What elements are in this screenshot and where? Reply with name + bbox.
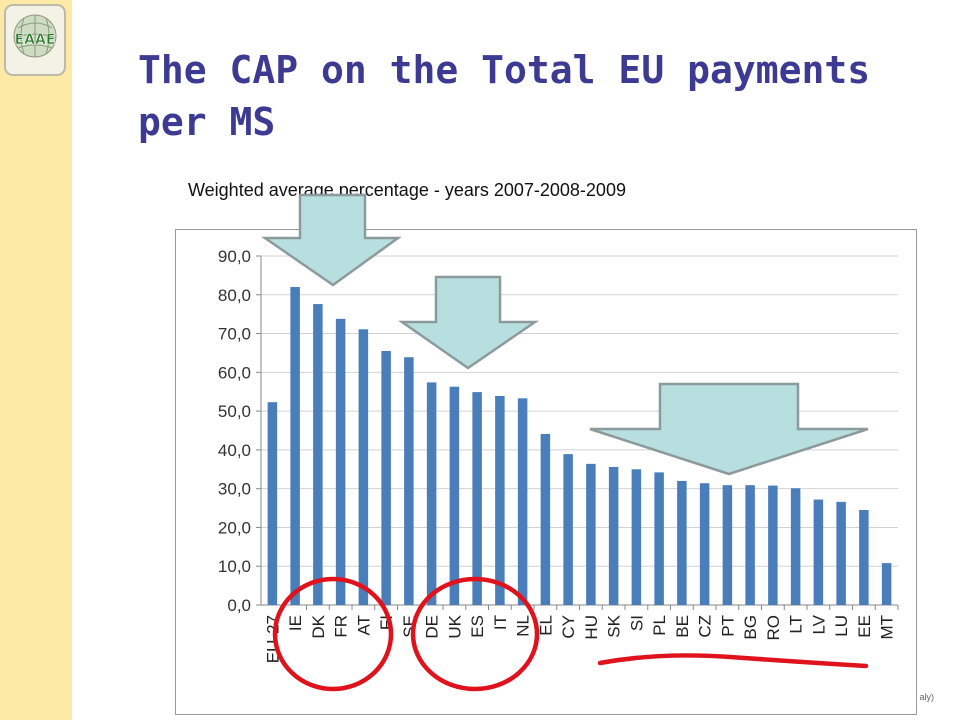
y-tick-label: 10,0 — [218, 557, 251, 576]
footnote: aly) — [919, 692, 934, 702]
x-tick-label: NL — [514, 615, 533, 637]
y-tick-label: 40,0 — [218, 441, 251, 460]
x-tick-label: SK — [605, 614, 624, 637]
bar-it — [495, 395, 505, 605]
x-tick-label: FR — [332, 615, 351, 638]
y-tick-label: 30,0 — [218, 480, 251, 499]
y-tick-label: 90,0 — [218, 247, 251, 266]
bar-si — [631, 469, 642, 605]
bar-pl — [654, 472, 664, 605]
x-tick-label: CZ — [696, 615, 715, 638]
bar-bg — [745, 485, 755, 605]
bar-chart: 0,0 10,0 20,0 30,0 40,0 50,0 60,0 70,0 80,0 90,0 E… — [218, 247, 899, 663]
bar-uk — [449, 386, 460, 605]
bar-fr — [335, 318, 346, 605]
x-tick-label: DE — [423, 615, 442, 639]
x-tick-label: LV — [809, 614, 828, 634]
bar-cy — [563, 454, 573, 605]
bar-nl — [517, 398, 528, 605]
bar-mt — [881, 563, 892, 605]
x-tick-label: CY — [559, 615, 578, 639]
x-tick-label: EL — [536, 615, 555, 636]
x-tick-label: SI — [627, 615, 646, 631]
sidebar: EAAE agriregionieuropa — [0, 0, 72, 720]
y-tick-label: 80,0 — [218, 286, 251, 305]
bar-eu-27 — [267, 402, 278, 605]
x-tick-label: LT — [787, 615, 806, 634]
x-tick-label: PL — [650, 615, 669, 636]
bar-lt — [790, 488, 801, 605]
x-tick-label: EE — [855, 615, 874, 638]
x-tick-label: SE — [400, 615, 419, 638]
x-tick-label: HU — [582, 615, 601, 640]
page-title: The CAP on the Total EU payments per MS — [138, 48, 871, 144]
bar-at — [358, 329, 369, 605]
bar-lu — [836, 501, 846, 605]
x-tick-label: BG — [741, 615, 760, 640]
y-tick-label: 20,0 — [218, 518, 251, 537]
x-tick-label: DK — [309, 614, 328, 638]
bar-ro — [768, 485, 778, 605]
bar-se — [404, 357, 414, 605]
x-tick-label: ES — [468, 615, 487, 638]
x-tick-label: EU-27 — [263, 615, 282, 663]
bar-hu — [586, 463, 596, 605]
chart-subtitle: Weighted average percentage - years 2007… — [188, 180, 626, 200]
bar-sk — [608, 466, 619, 605]
x-tick-label: UK — [445, 614, 464, 638]
bar-cz — [699, 483, 710, 605]
x-tick-label: AT — [354, 615, 373, 635]
y-tick-label: 60,0 — [218, 363, 251, 382]
bar-lv — [813, 499, 824, 605]
x-tick-label: LU — [832, 615, 851, 637]
bar-ie — [290, 287, 300, 605]
y-tick-label: 50,0 — [218, 402, 251, 421]
x-tick-label: RO — [764, 615, 783, 641]
bar-dk — [313, 304, 323, 605]
bar-ee — [859, 509, 869, 605]
x-tick-label: IE — [286, 615, 305, 631]
y-tick-label: 0,0 — [227, 596, 251, 615]
bar-be — [677, 480, 687, 605]
y-tick-label: 70,0 — [218, 325, 251, 344]
bar-pt — [722, 485, 733, 605]
x-tick-label: MT — [878, 615, 897, 640]
bar-fi — [381, 351, 391, 605]
logo-text: EAAE — [15, 32, 56, 48]
eaae-logo: EAAE — [4, 4, 66, 76]
x-tick-label: FI — [377, 615, 396, 630]
x-tick-label: BE — [673, 615, 692, 638]
chart-frame: 0,0 10,0 20,0 30,0 40,0 50,0 60,0 70,0 80,0 90,0 E… — [175, 229, 917, 715]
bar-el — [540, 433, 551, 605]
bar-es — [472, 392, 482, 605]
x-tick-label: IT — [491, 615, 510, 630]
x-tick-label: PT — [718, 615, 737, 637]
bar-de — [426, 382, 437, 605]
